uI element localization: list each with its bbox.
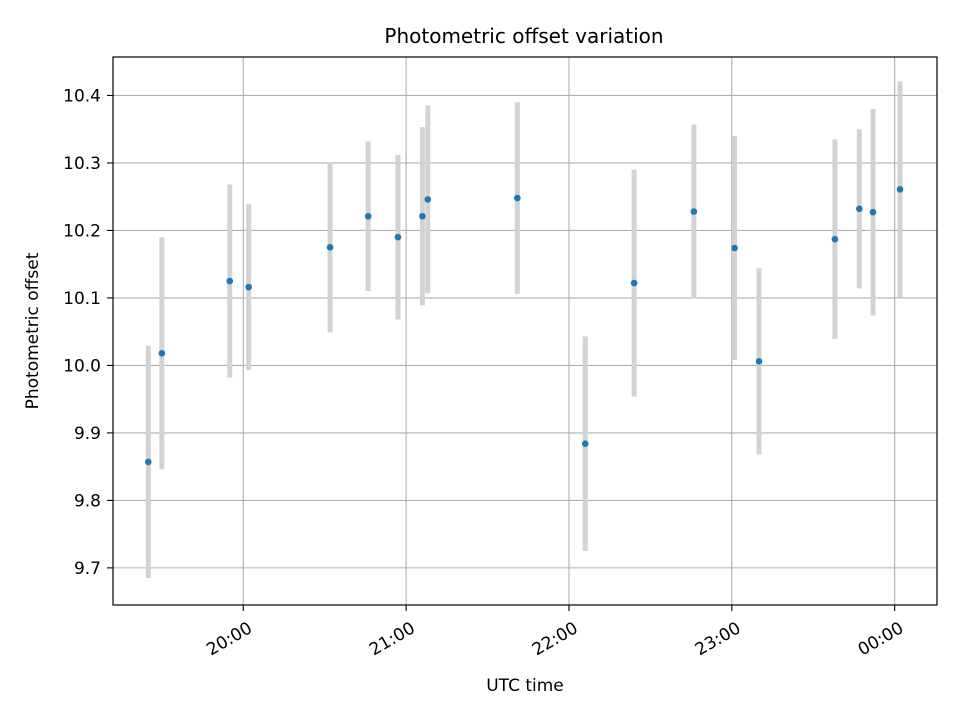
data-point bbox=[731, 244, 738, 252]
data-point bbox=[896, 185, 904, 193]
plot-frame bbox=[112, 56, 938, 606]
y-tick-label: 10.0 bbox=[63, 356, 101, 376]
y-tick-label: 10.1 bbox=[63, 289, 101, 309]
x-axis-label: UTC time bbox=[486, 676, 564, 696]
y-tick-labels: 9.7 9.8 9.9 10.0 10.1 10.2 10.3 10.4 bbox=[63, 86, 101, 578]
data-point bbox=[831, 235, 839, 243]
data-point bbox=[690, 208, 698, 215]
data-point bbox=[364, 212, 372, 220]
data-point bbox=[419, 212, 426, 220]
chart-title: Photometric offset variation bbox=[384, 24, 663, 48]
y-tick-label: 9.7 bbox=[74, 559, 101, 579]
data-point bbox=[869, 208, 877, 216]
data-point bbox=[424, 196, 432, 203]
y-tick-label: 10.4 bbox=[63, 86, 101, 106]
y-tick-label: 9.8 bbox=[74, 491, 101, 511]
axis-ticks bbox=[107, 94, 896, 611]
y-tick-label: 9.9 bbox=[74, 424, 101, 444]
data-point bbox=[755, 358, 763, 365]
data-points bbox=[145, 185, 904, 466]
data-point bbox=[514, 194, 521, 202]
data-point bbox=[630, 279, 638, 287]
y-tick-label: 10.3 bbox=[63, 154, 101, 174]
data-point bbox=[856, 205, 863, 213]
data-point bbox=[145, 458, 152, 466]
data-point bbox=[326, 244, 334, 251]
data-point bbox=[245, 283, 252, 291]
y-tick-label: 10.2 bbox=[63, 221, 101, 241]
data-point bbox=[581, 440, 589, 448]
data-point bbox=[394, 233, 402, 241]
y-axis-label: Photometric offset bbox=[23, 252, 43, 409]
data-point bbox=[226, 277, 234, 285]
data-point bbox=[158, 349, 166, 357]
